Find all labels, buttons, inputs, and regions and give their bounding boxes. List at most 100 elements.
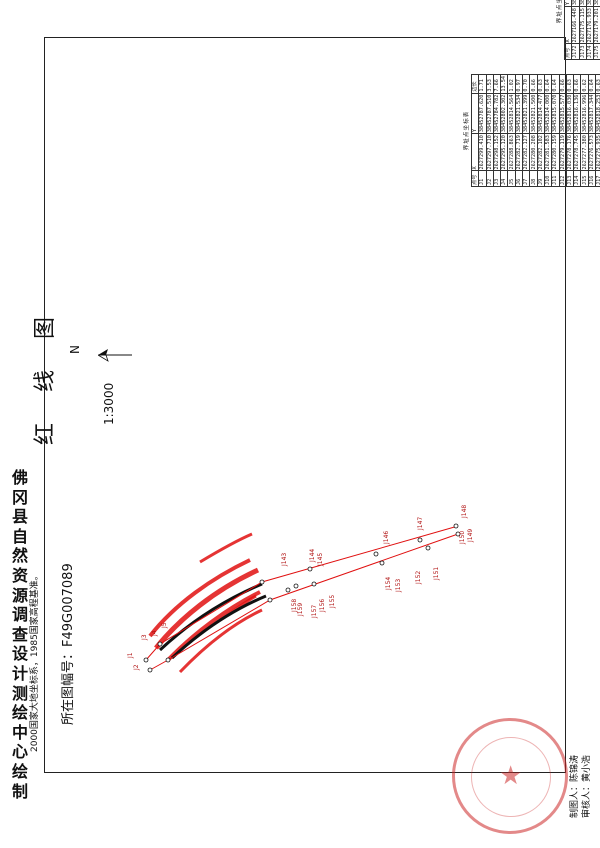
table-cell: 2627277.380 bbox=[580, 133, 589, 171]
table-cell: 2627288.863 bbox=[507, 133, 516, 171]
table-row: J16 2627276.573 38452817.344 0.64 bbox=[588, 74, 596, 187]
table-cell: 38452821.500 bbox=[529, 93, 538, 134]
table-cell: 2627282.719 bbox=[515, 133, 523, 171]
table-cell: 0.63 bbox=[537, 74, 545, 94]
org-char: 然 bbox=[11, 546, 28, 566]
table-row: J8 2627280.208 38452821.500 0.66 bbox=[529, 74, 538, 187]
table-cell: 2627175.115 bbox=[579, 6, 587, 44]
table-cell: 2627275.935 bbox=[595, 133, 600, 171]
point-label: J157 bbox=[311, 605, 318, 619]
table-cell: J6 bbox=[515, 171, 523, 187]
table-cell: 0.70 bbox=[522, 74, 530, 94]
org-char: 绘 bbox=[11, 703, 28, 723]
point-label: J144 bbox=[309, 549, 316, 563]
table-cell: 38452821.399 bbox=[522, 93, 530, 134]
table-cell: J16 bbox=[588, 171, 596, 187]
map-frame bbox=[44, 37, 566, 773]
table-cell: 38452816.996 bbox=[580, 93, 589, 134]
table-cell: 2627280.159 bbox=[551, 133, 560, 171]
table-cell: J15 bbox=[580, 171, 589, 187]
table-cell: 0.63 bbox=[595, 74, 600, 94]
point-label: J143 bbox=[281, 553, 288, 567]
table-row: J5 2627288.863 38452814.564 1.02 bbox=[507, 74, 516, 187]
org-char: 查 bbox=[11, 624, 28, 644]
column-header: 点号 bbox=[564, 44, 572, 60]
table-cell: 38452818.253 bbox=[595, 93, 600, 134]
table-cell: J11 bbox=[551, 171, 560, 187]
point-label: J159 bbox=[297, 603, 304, 617]
table-row: J11 2627280.159 38452815.070 0.64 bbox=[551, 74, 560, 187]
org-char: 制 bbox=[11, 781, 28, 801]
table-cell: 2627282.102 bbox=[537, 133, 545, 171]
table-row: J3 2627298.152 38452784.782 7.66 bbox=[493, 74, 501, 187]
table-cell: 38452787.510 bbox=[486, 93, 494, 134]
table-cell: J9 bbox=[537, 171, 545, 187]
table-row: J13 2627278.176 38452816.030 0.63 bbox=[566, 74, 574, 187]
point-label: J156 bbox=[319, 599, 326, 613]
table-cell: 2627179.201 bbox=[593, 6, 600, 44]
org-char: 县 bbox=[11, 507, 28, 527]
table-cell: 2627276.573 bbox=[588, 133, 596, 171]
table-cell: J4 bbox=[500, 171, 508, 187]
table-cell: 38452852.425 bbox=[571, 0, 580, 7]
table-cell: 38452849.888 bbox=[586, 0, 594, 7]
table-cell: J13 bbox=[566, 171, 574, 187]
table-cell: J14 bbox=[573, 171, 581, 187]
table-cell: 38452817.344 bbox=[588, 93, 596, 134]
table-cell: 2627279.119 bbox=[559, 133, 567, 171]
table-cell: 2627297.710 bbox=[486, 133, 494, 171]
table-cell: 38452816.136 bbox=[573, 93, 581, 134]
table-cell: 0.97 bbox=[515, 74, 523, 94]
table-cell: 2627298.152 bbox=[493, 133, 501, 171]
column-header: X bbox=[471, 133, 479, 171]
table-cell: 2627278.176 bbox=[566, 133, 574, 171]
table-cell: J2 bbox=[486, 171, 494, 187]
table-cell: 38452802.302 bbox=[500, 93, 508, 134]
table-cell: 2627281.583 bbox=[544, 133, 552, 171]
table-cell: 0.64 bbox=[551, 74, 560, 94]
org-char: 源 bbox=[11, 585, 28, 605]
table-cell: 0.63 bbox=[566, 74, 574, 94]
table-cell: 2627280.208 bbox=[529, 133, 538, 171]
point-label: J2 bbox=[133, 664, 140, 671]
table-cell: 38452815.577 bbox=[559, 93, 567, 134]
table-row: J15 2627277.380 38452816.996 0.62 bbox=[580, 74, 589, 187]
table-cell: J173 bbox=[579, 44, 587, 60]
table-cell: 0.66 bbox=[573, 74, 581, 94]
table-row: J7 2627282.127 38452821.399 0.70 bbox=[522, 74, 530, 187]
table-cell: 2627299.410 bbox=[478, 133, 487, 171]
checker-label: 审核人：黄小浩 bbox=[582, 754, 592, 818]
organization-name: 佛冈县自然资源调查设计测绘中心绘制 bbox=[8, 468, 32, 801]
table-cell: 0.66 bbox=[559, 74, 567, 94]
point-label: J158 bbox=[291, 599, 298, 613]
scale-label: 1:3000 bbox=[102, 382, 116, 425]
org-char: 测 bbox=[11, 683, 28, 703]
point-label: J148 bbox=[461, 505, 468, 519]
table-cell: 3.53 bbox=[486, 74, 494, 94]
table-cell: J174 bbox=[586, 44, 594, 60]
org-char: 冈 bbox=[11, 487, 28, 507]
table-cell: 0.66 bbox=[529, 74, 538, 94]
table-row: J17 2627275.935 38452818.253 0.63 bbox=[595, 74, 600, 187]
column-header: 点号 bbox=[471, 171, 479, 187]
table-cell: 0.64 bbox=[588, 74, 596, 94]
table-cell: 1.71 bbox=[478, 74, 487, 94]
table-cell: 38452784.782 bbox=[493, 93, 501, 134]
table-cell: 38452815.070 bbox=[551, 93, 560, 134]
table-row: J1 2627299.410 38452787.620 1.71 bbox=[478, 74, 487, 187]
org-char: 调 bbox=[11, 605, 28, 625]
table-cell: 38452821.534 bbox=[515, 93, 523, 134]
north-label: N bbox=[68, 345, 82, 354]
official-seal: ★ bbox=[452, 718, 568, 834]
org-char: 绘 bbox=[11, 761, 28, 781]
point-label: J155 bbox=[329, 595, 336, 609]
table-caption: 界址点坐标表 bbox=[464, 110, 470, 151]
org-char: 佛 bbox=[11, 468, 28, 487]
table-cell: 2627295.120 bbox=[500, 133, 508, 171]
table-cell: J17 bbox=[595, 171, 600, 187]
table-cell: J12 bbox=[559, 171, 567, 187]
org-char: 计 bbox=[11, 663, 28, 683]
